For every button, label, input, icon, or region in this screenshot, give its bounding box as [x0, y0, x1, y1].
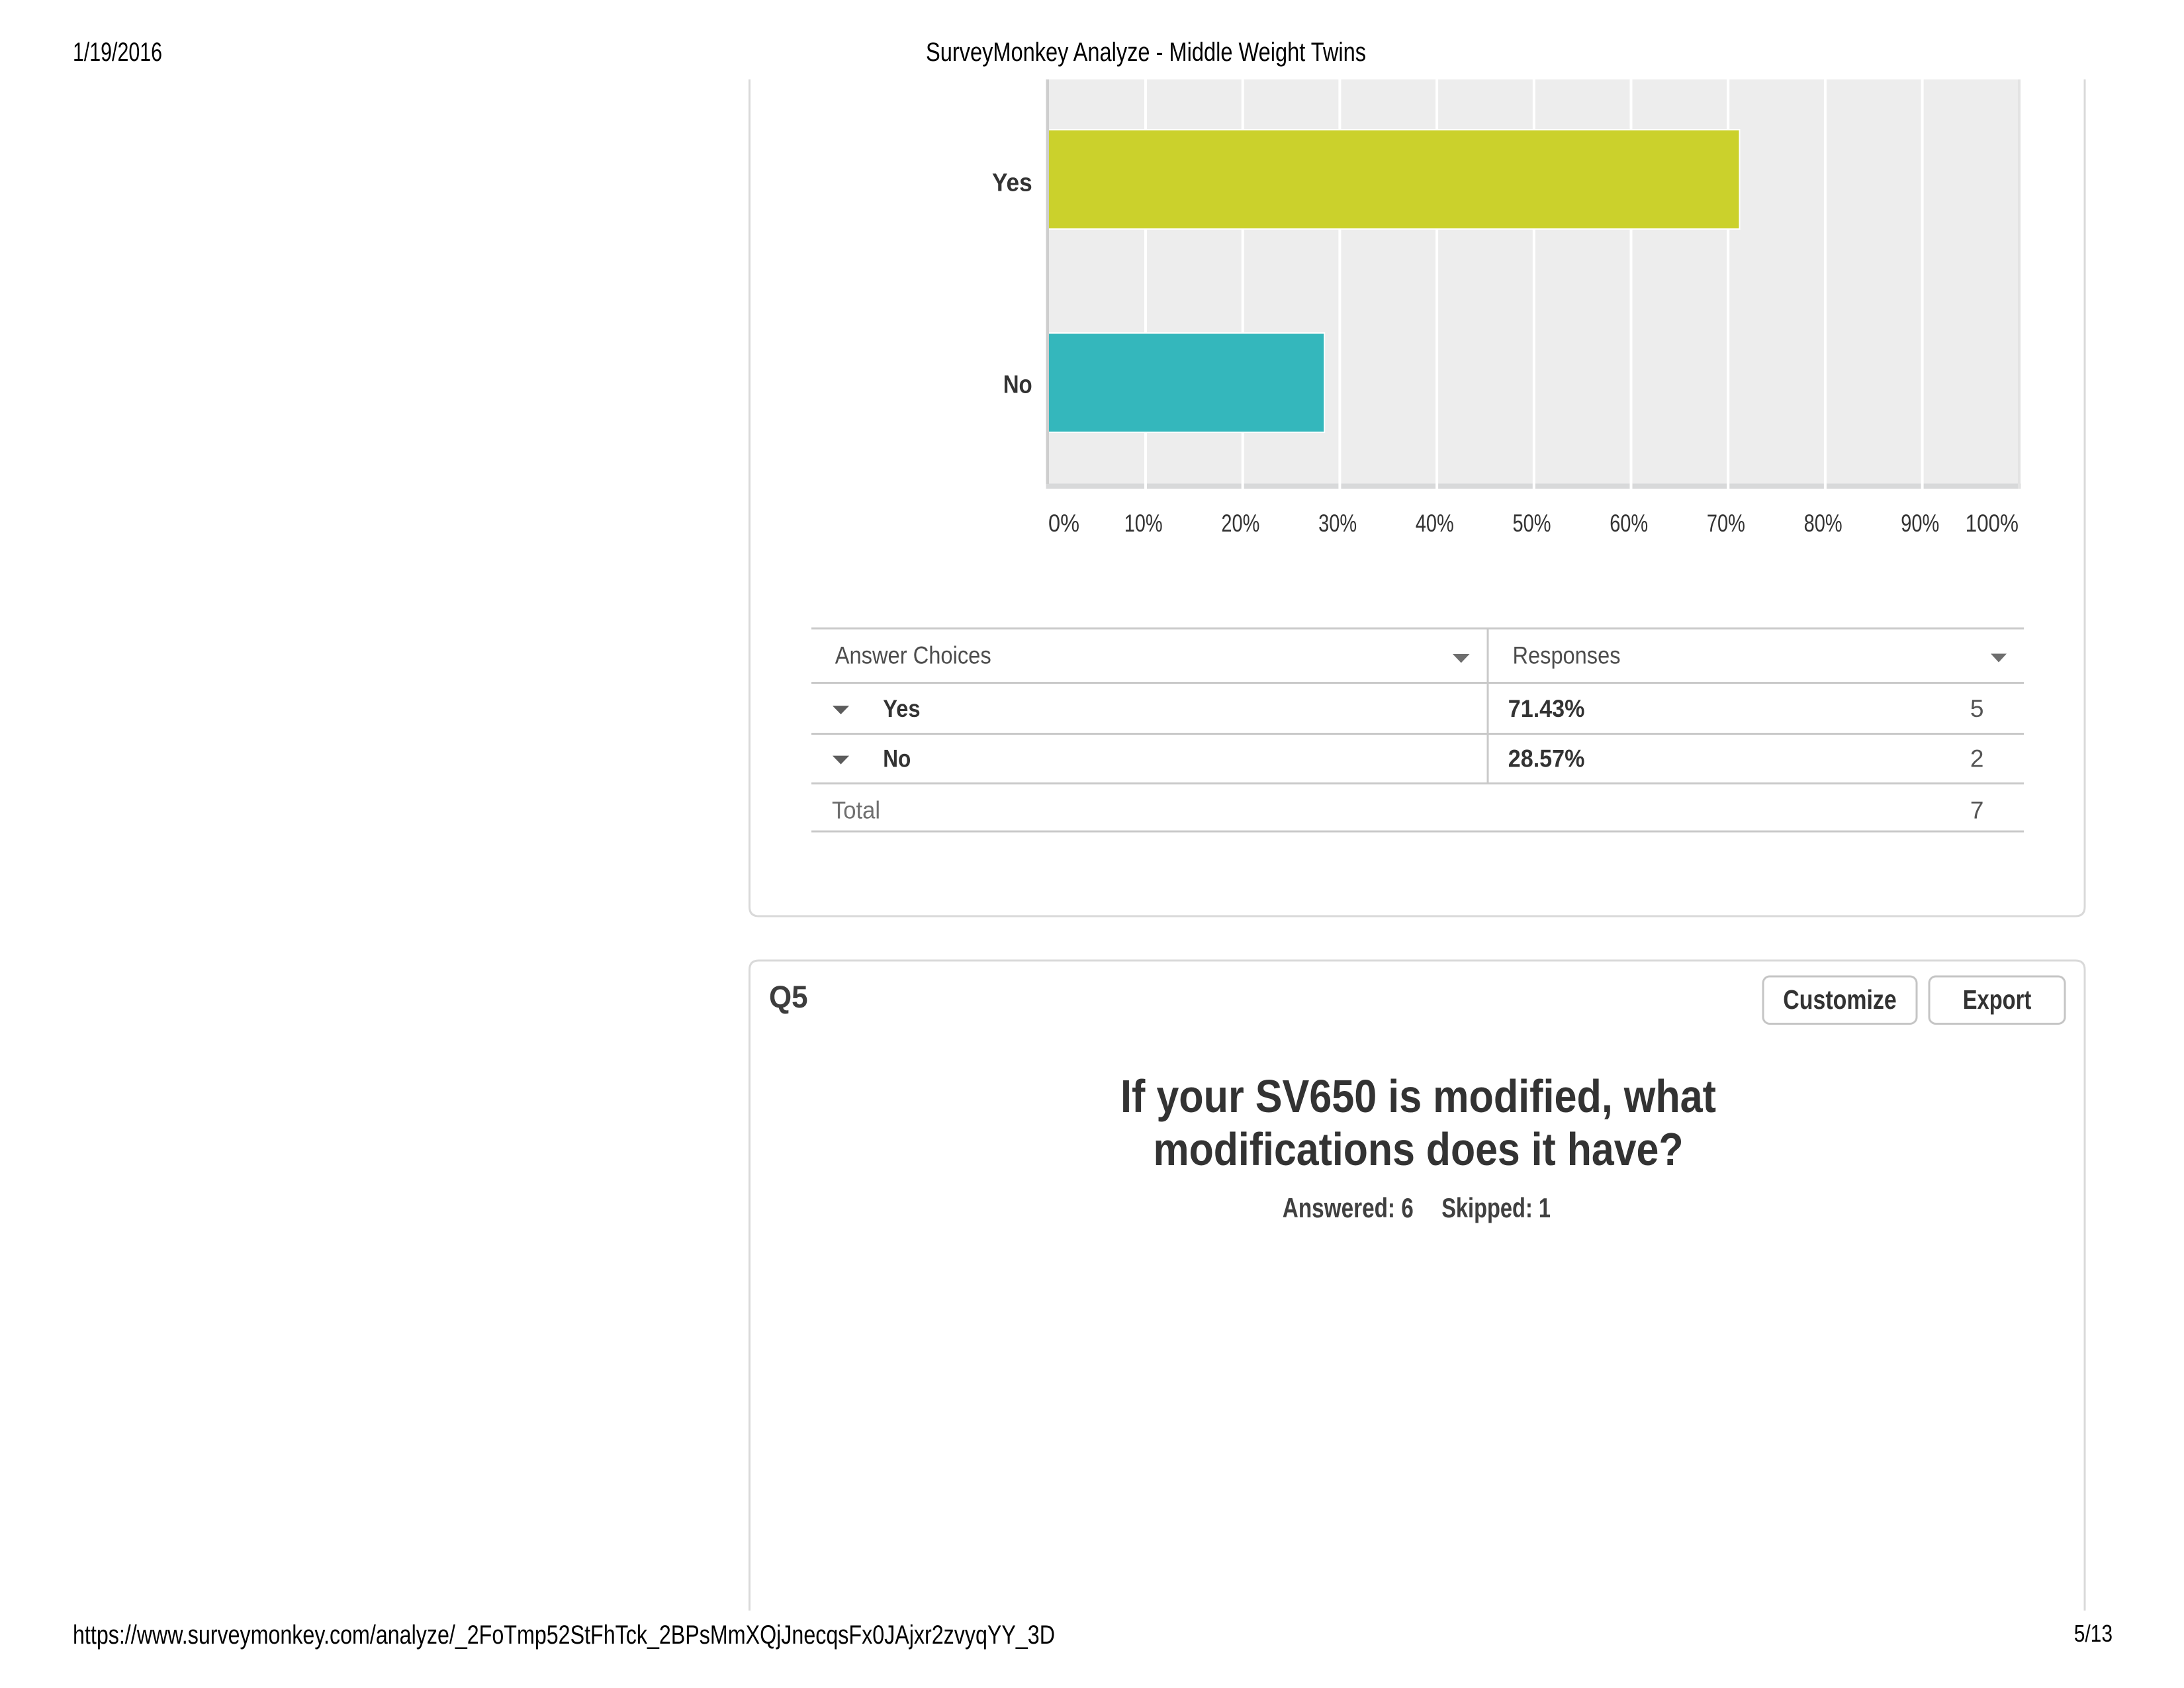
svg-text:Yes: Yes [883, 695, 920, 722]
svg-text:50%: 50% [1513, 510, 1551, 537]
svg-text:Skipped: 1: Skipped: 1 [1441, 1192, 1551, 1223]
svg-text:https://www.surveymonkey.com/a: https://www.surveymonkey.com/analyze/_2F… [73, 1620, 1055, 1650]
svg-text:20%: 20% [1221, 510, 1259, 537]
svg-text:80%: 80% [1804, 510, 1843, 537]
svg-text:Customize: Customize [1783, 984, 1896, 1015]
svg-text:No: No [883, 745, 911, 772]
svg-text:90%: 90% [1901, 510, 1939, 537]
svg-text:Yes: Yes [992, 169, 1032, 197]
svg-text:modifications does it have?: modifications does it have? [1154, 1123, 1684, 1175]
svg-text:1/19/2016: 1/19/2016 [73, 38, 162, 67]
svg-text:Answer Choices: Answer Choices [835, 642, 991, 669]
svg-text:5: 5 [1970, 695, 1984, 722]
svg-text:2: 2 [1970, 745, 1984, 772]
svg-text:0%: 0% [1048, 510, 1079, 537]
svg-text:Q5: Q5 [769, 979, 808, 1014]
svg-text:7: 7 [1970, 797, 1984, 824]
svg-text:70%: 70% [1707, 510, 1745, 537]
svg-text:10%: 10% [1124, 510, 1163, 537]
svg-text:5/13: 5/13 [2074, 1620, 2113, 1647]
svg-text:60%: 60% [1610, 510, 1648, 537]
svg-text:71.43%: 71.43% [1508, 695, 1585, 722]
svg-text:Responses: Responses [1513, 642, 1621, 669]
svg-text:SurveyMonkey Analyze - Middle: SurveyMonkey Analyze - Middle Weight Twi… [926, 38, 1366, 67]
svg-text:No: No [1003, 371, 1032, 399]
svg-text:100%: 100% [1966, 510, 2019, 537]
svg-text:Answered: 6: Answered: 6 [1283, 1192, 1414, 1223]
svg-text:If your SV650 is modified, wha: If your SV650 is modified, what [1120, 1070, 1716, 1122]
svg-text:28.57%: 28.57% [1508, 745, 1585, 772]
svg-text:30%: 30% [1318, 510, 1357, 537]
svg-text:Export: Export [1963, 984, 2032, 1015]
svg-text:40%: 40% [1416, 510, 1454, 537]
svg-text:Total: Total [832, 797, 880, 824]
